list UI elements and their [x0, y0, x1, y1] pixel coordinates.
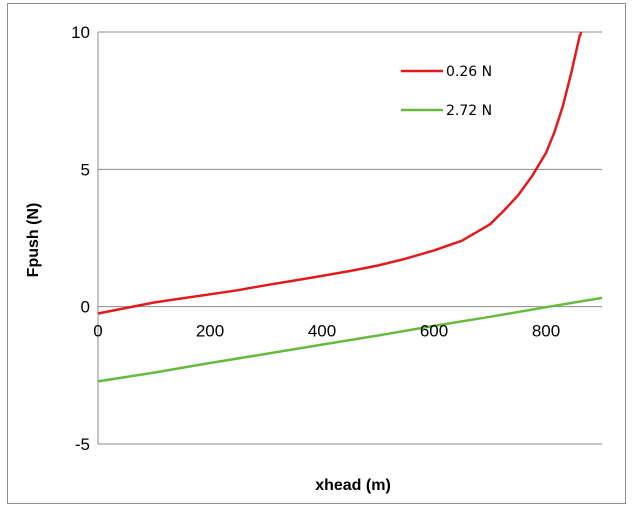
legend-label-0: 0.26 N [446, 64, 492, 80]
y-tick-label: 10 [71, 23, 90, 42]
chart-frame: -5 0 5 10 0 200 400 600 800 xhead (m) Fpush (N) … [7, 3, 626, 504]
x-tick-label: 600 [420, 322, 448, 341]
legend-label-1: 2.72 N [446, 103, 492, 119]
series-line-1 [97, 296, 603, 383]
gridlines [98, 31, 602, 445]
x-tick-label: 800 [532, 322, 560, 341]
series-lines [97, 31, 603, 383]
legend: 0.26 N 2.72 N [401, 64, 492, 119]
x-tick-label: 200 [196, 322, 224, 341]
y-axis-title: Fpush (N) [25, 203, 42, 278]
x-tick-label: 400 [308, 322, 336, 341]
series-line-0 [97, 31, 583, 315]
y-tick-label: 0 [81, 298, 90, 317]
y-tick-label: -5 [75, 435, 90, 454]
y-tick-label: 5 [81, 160, 90, 179]
x-tick-label: 0 [93, 322, 102, 341]
tick-labels: -5 0 5 10 0 200 400 600 800 [71, 23, 560, 454]
x-axis-title: xhead (m) [315, 477, 391, 494]
